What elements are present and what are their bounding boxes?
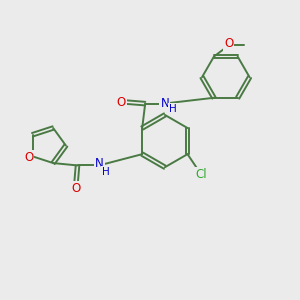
Text: N: N (160, 97, 169, 110)
Text: O: O (117, 96, 126, 109)
Text: N: N (95, 158, 104, 170)
Text: O: O (224, 37, 233, 50)
Text: Cl: Cl (196, 168, 207, 181)
Text: H: H (169, 104, 177, 114)
Text: O: O (24, 152, 33, 164)
Text: O: O (71, 182, 81, 195)
Text: H: H (102, 167, 109, 177)
